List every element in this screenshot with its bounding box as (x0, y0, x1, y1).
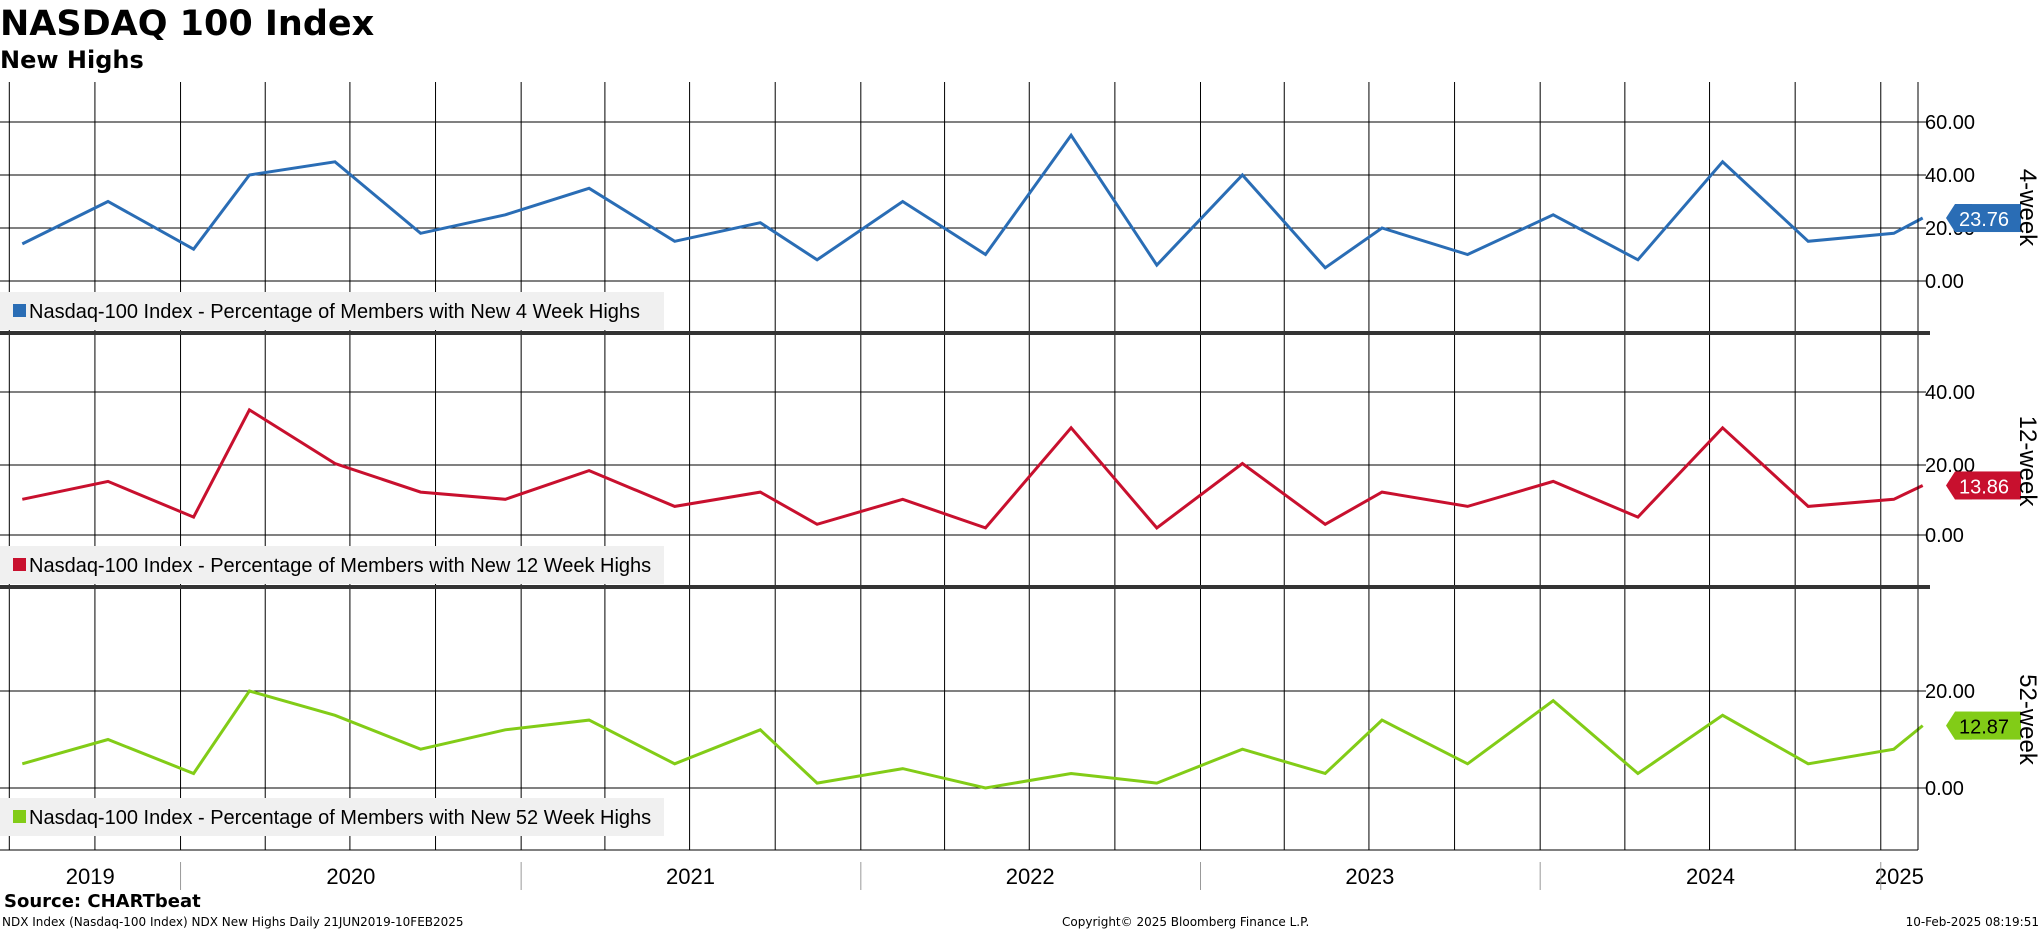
series-line (21, 407, 1924, 530)
last-value-label: 23.76 (1959, 209, 2009, 231)
footer-right: 10-Feb-2025 08:19:51 (1905, 915, 2039, 929)
source-note: Source: CHARTbeat (4, 891, 201, 912)
grid-layer (0, 82, 1918, 850)
y-tick-label: 60.00 (1925, 112, 1975, 134)
y-tick-label: 0.00 (1925, 525, 1964, 547)
series-layer (21, 132, 1924, 790)
x-tick-label: 2021 (666, 864, 715, 889)
footer-left: NDX Index (Nasdaq-100 Index) NDX New Hig… (2, 915, 464, 929)
x-tick-label: 2024 (1686, 864, 1735, 889)
last-value-box (1955, 204, 2021, 233)
y-tick-label: 40.00 (1925, 165, 1975, 187)
x-tick-label: 2019 (66, 864, 115, 889)
panel-title: 52-week (2014, 674, 2041, 766)
panel-separator (0, 585, 1930, 589)
axes-layer: 60.00 40.00 20.00 0.00 Nasdaq-100 Index - Pe… (0, 82, 2041, 890)
legend-box (0, 546, 664, 584)
x-tick-label: 2025 (1875, 864, 1924, 889)
y-tick-label: 0.00 (1925, 778, 1964, 800)
footer-center: Copyright© 2025 Bloomberg Finance L.P. (1062, 915, 1310, 929)
legend-label: Nasdaq-100 Index - Percentage of Members… (29, 301, 640, 323)
y-tick-label: 40.00 (1925, 382, 1975, 404)
legend-box (0, 292, 664, 330)
y-tick-label: 20.00 (1925, 681, 1975, 703)
x-tick-label: 2023 (1345, 864, 1394, 889)
chart-title: NASDAQ 100 Index (0, 4, 375, 44)
legend-label: Nasdaq-100 Index - Percentage of Members… (29, 807, 651, 829)
last-value-box (1955, 471, 2021, 500)
panel-title: 12-week (2014, 416, 2041, 508)
legend-swatch (13, 810, 26, 823)
legend-swatch (13, 304, 26, 317)
legend-box (0, 798, 664, 836)
last-value-label: 12.87 (1959, 717, 2009, 739)
x-tick-label: 2020 (326, 864, 375, 889)
last-value-label: 13.86 (1959, 476, 2009, 498)
panel-title: 4-week (2014, 169, 2041, 247)
legend-label: Nasdaq-100 Index - Percentage of Members… (29, 555, 651, 577)
y-tick-label: 0.00 (1925, 271, 1964, 293)
legend-swatch (13, 558, 26, 571)
panel-separator (0, 331, 1930, 335)
series-line (21, 132, 1924, 270)
series-line (21, 689, 1924, 790)
chart-subtitle: New Highs (0, 46, 144, 74)
x-tick-label: 2022 (1006, 864, 1055, 889)
last-value-box (1955, 711, 2021, 740)
